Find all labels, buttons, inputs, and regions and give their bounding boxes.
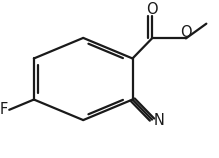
- Text: O: O: [180, 25, 192, 40]
- Text: N: N: [154, 113, 165, 128]
- Text: O: O: [146, 2, 158, 17]
- Text: F: F: [0, 102, 8, 117]
